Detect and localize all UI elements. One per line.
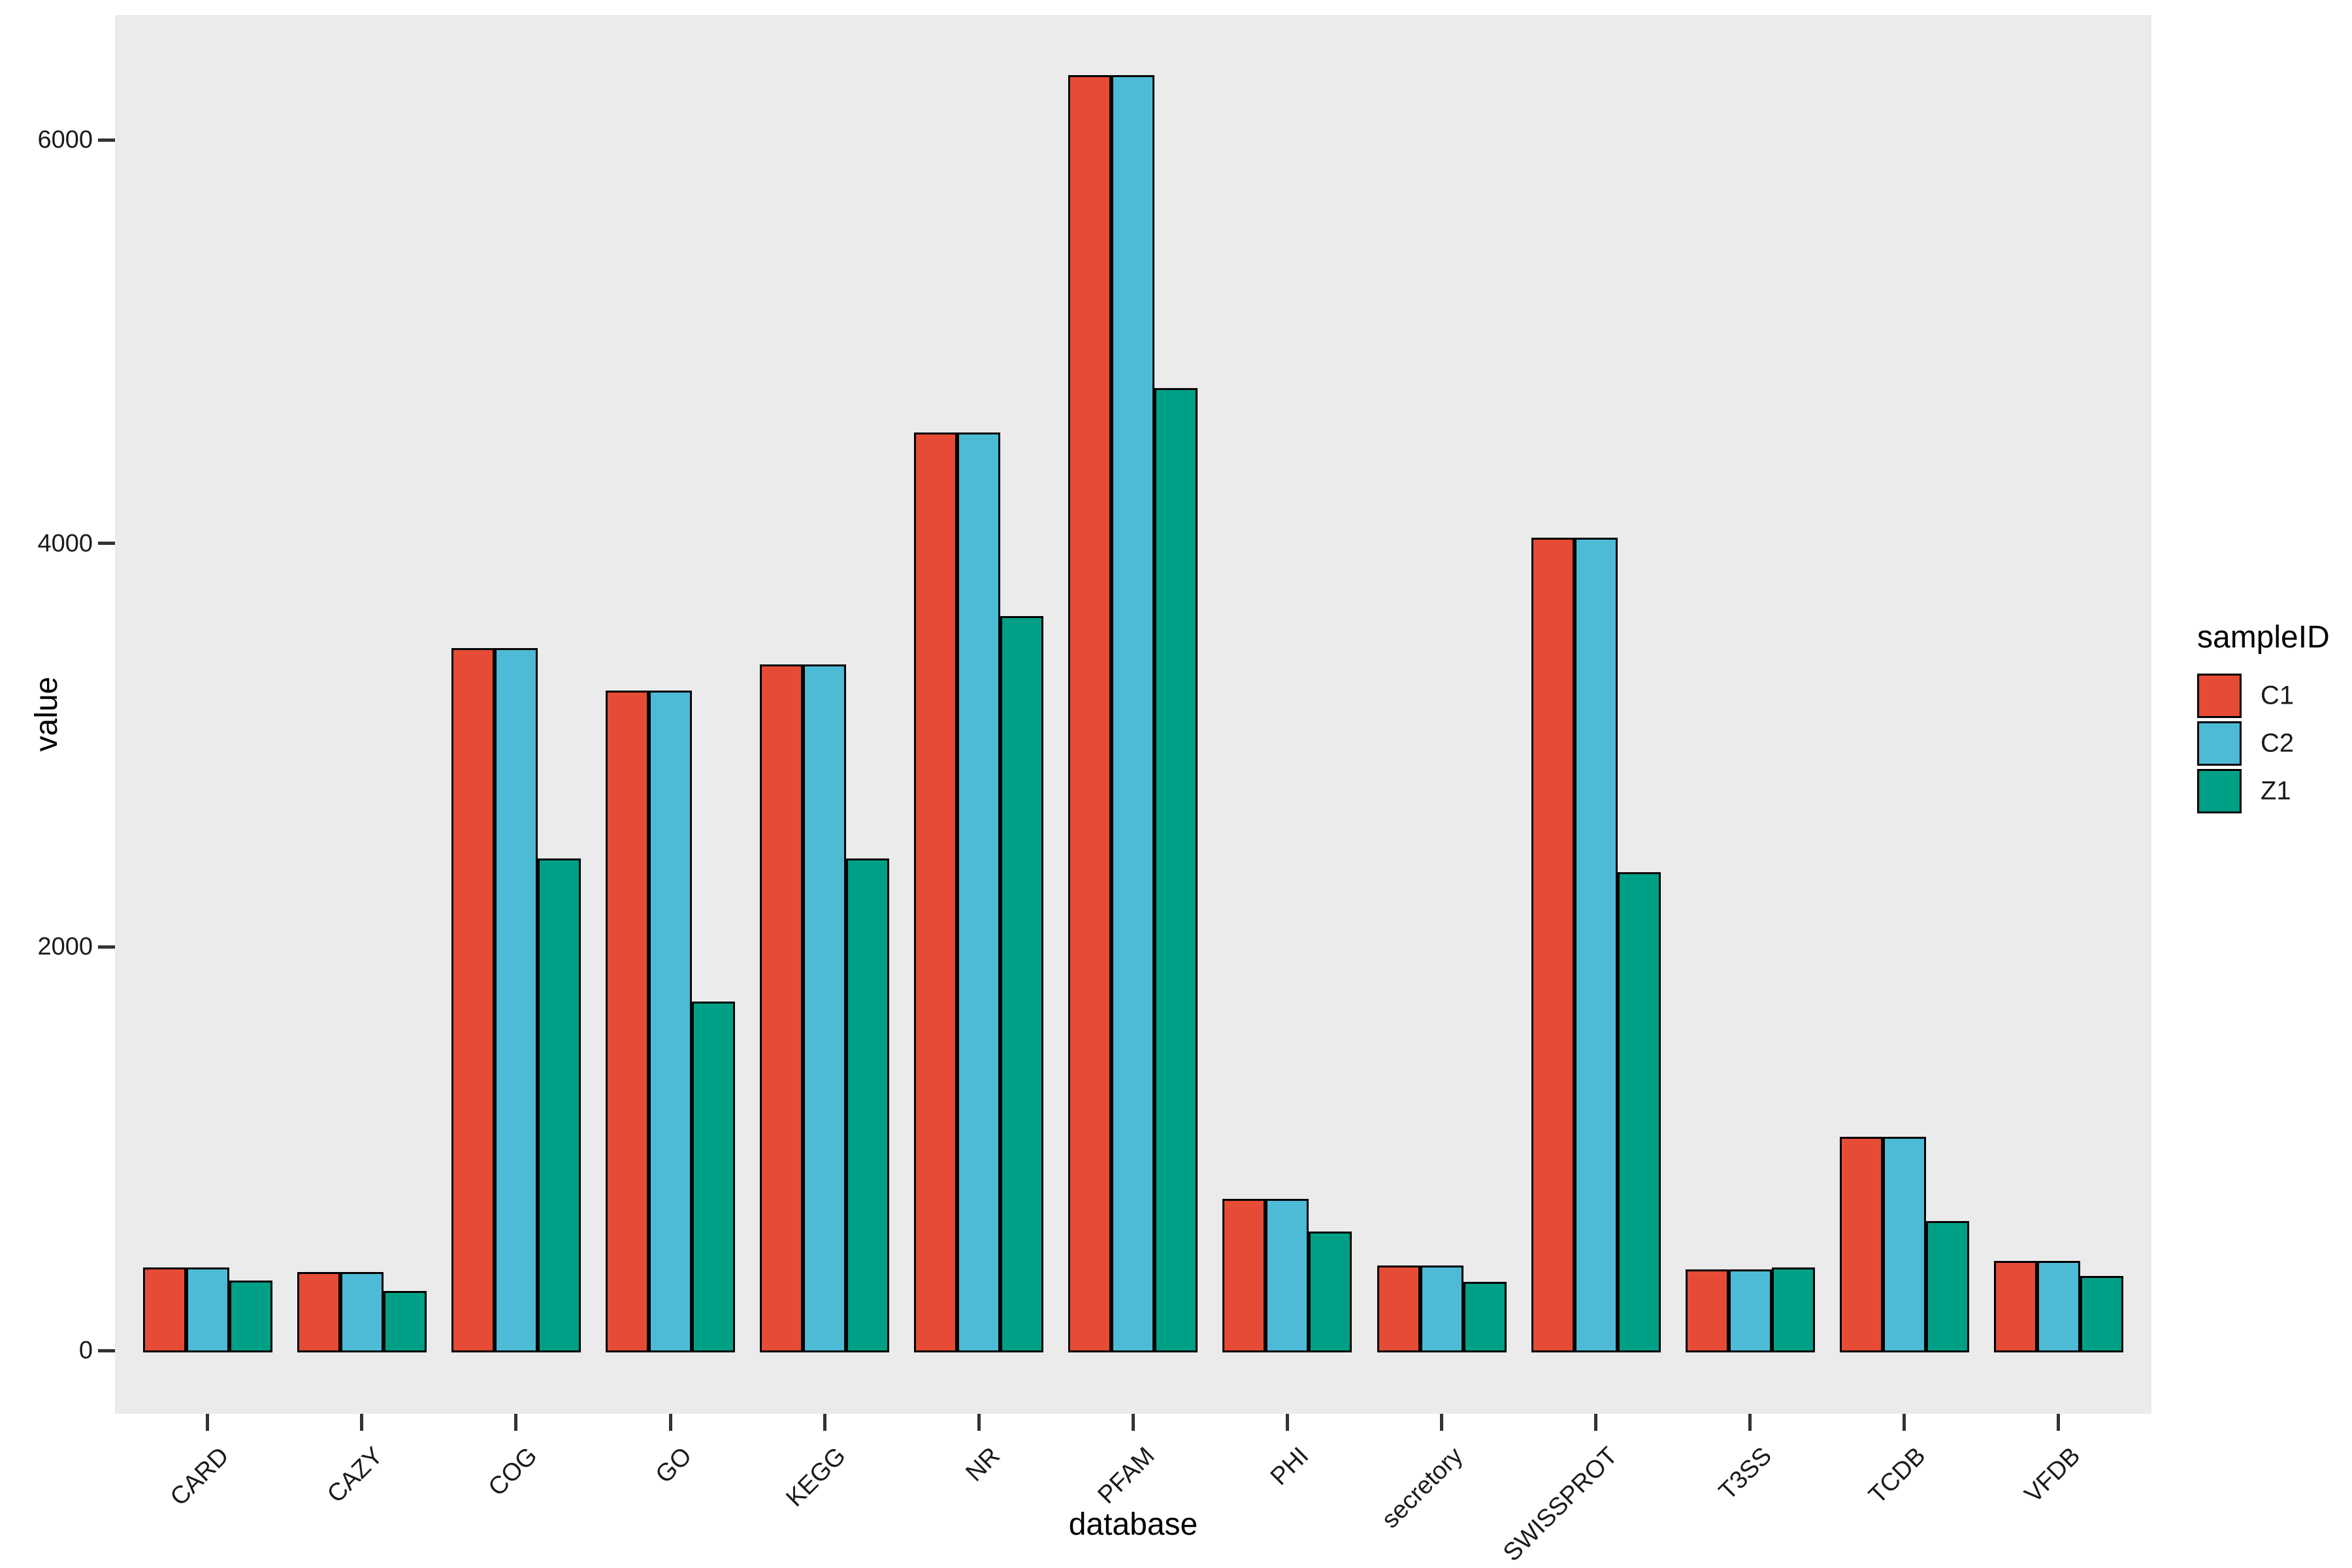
bar-CARD-C1 [143,1267,186,1352]
legend-items: C1 C2 Z1 [2197,674,2330,813]
y-tick-label: 6000 [37,126,93,154]
x-tick-mark [669,1414,672,1431]
bar-secretory-C2 [1420,1266,1463,1352]
legend-item-C1: C1 [2197,674,2330,718]
x-tick-label-VFDB: VFDB [2019,1442,2085,1509]
bar-VFDB-C1 [1994,1261,2037,1352]
x-tick-mark [977,1414,981,1431]
x-tick-label-T3SS: T3SS [1713,1442,1777,1506]
x-tick-mark [1903,1414,1906,1431]
legend: sampleID C1 C2 Z1 [2197,619,2330,817]
bar-NR-C2 [957,433,1000,1352]
legend-key-swatch [2197,769,2242,813]
y-tick-mark [98,945,115,949]
x-tick-label-SWISSPROT: SWISSPROT [1497,1442,1623,1567]
x-axis-title: database [1068,1507,1198,1542]
legend-item-C2: C2 [2197,721,2330,766]
bar-T3SS-C1 [1686,1269,1729,1352]
y-tick-mark [98,1349,115,1352]
x-tick-mark [1132,1414,1135,1431]
x-tick-mark [360,1414,363,1431]
bar-CARD-C2 [186,1267,229,1352]
legend-label: Z1 [2261,776,2291,806]
bar-PHI-Z1 [1309,1232,1352,1352]
bar-T3SS-Z1 [1772,1267,1815,1352]
x-tick-mark [823,1414,826,1431]
legend-key-swatch [2197,721,2242,766]
bar-PHI-C1 [1222,1199,1266,1352]
x-tick-mark [1286,1414,1289,1431]
bar-TCDB-C2 [1883,1137,1926,1352]
bar-PFAM-C1 [1068,75,1111,1352]
bar-COG-C1 [451,648,495,1352]
legend-label: C2 [2261,728,2295,758]
y-tick-label: 2000 [37,933,93,960]
x-tick-mark [1440,1414,1443,1431]
bar-CARD-Z1 [229,1281,272,1352]
x-tick-label-GO: GO [650,1442,697,1489]
legend-item-Z1: Z1 [2197,769,2330,813]
bar-NR-Z1 [1000,616,1043,1352]
x-tick-mark [1748,1414,1752,1431]
bar-secretory-Z1 [1463,1282,1507,1352]
y-axis-title: value [29,676,64,752]
x-tick-label-NR: NR [960,1442,1006,1487]
bar-PFAM-C2 [1111,75,1154,1352]
bar-TCDB-Z1 [1926,1221,1969,1352]
x-tick-mark [514,1414,517,1431]
x-tick-mark [2057,1414,2060,1431]
bar-VFDB-C2 [2037,1261,2080,1352]
x-tick-mark [1594,1414,1597,1431]
bar-secretory-C1 [1377,1266,1420,1352]
y-tick-mark [98,139,115,142]
y-tick-mark [98,542,115,545]
bar-T3SS-C2 [1729,1269,1772,1352]
bar-NR-C1 [914,433,957,1352]
bar-TCDB-C1 [1840,1137,1883,1352]
x-tick-label-CAZY: CAZY [322,1442,389,1509]
bar-KEGG-C1 [760,664,803,1352]
x-tick-label-COG: COG [483,1442,543,1502]
y-tick-label: 4000 [37,530,93,557]
bar-GO-C2 [649,691,692,1352]
bar-PFAM-Z1 [1154,388,1198,1352]
bar-KEGG-C2 [803,664,846,1352]
bar-SWISSPROT-C2 [1575,538,1618,1352]
bar-KEGG-Z1 [846,858,889,1352]
x-tick-label-CARD: CARD [165,1442,235,1512]
bar-SWISSPROT-Z1 [1618,872,1661,1352]
bar-PHI-C2 [1266,1199,1309,1352]
legend-label: C1 [2261,681,2295,710]
legend-title: sampleID [2197,620,2330,655]
bar-COG-Z1 [538,858,581,1352]
x-tick-label-PFAM: PFAM [1092,1442,1160,1510]
bar-CAZY-C2 [340,1272,384,1352]
x-tick-label-PHI: PHI [1265,1442,1315,1491]
x-tick-mark [206,1414,209,1431]
x-tick-label-KEGG: KEGG [781,1442,852,1512]
legend-key-swatch [2197,674,2242,718]
bar-VFDB-Z1 [2080,1276,2123,1352]
bar-GO-Z1 [692,1002,735,1352]
bar-GO-C1 [606,691,649,1352]
y-tick-label: 0 [78,1337,93,1364]
x-tick-label-TCDB: TCDB [1863,1442,1931,1510]
bar-CAZY-Z1 [384,1291,427,1352]
bar-CAZY-C1 [297,1272,340,1352]
bar-SWISSPROT-C1 [1531,538,1575,1352]
bar-COG-C2 [495,648,538,1352]
